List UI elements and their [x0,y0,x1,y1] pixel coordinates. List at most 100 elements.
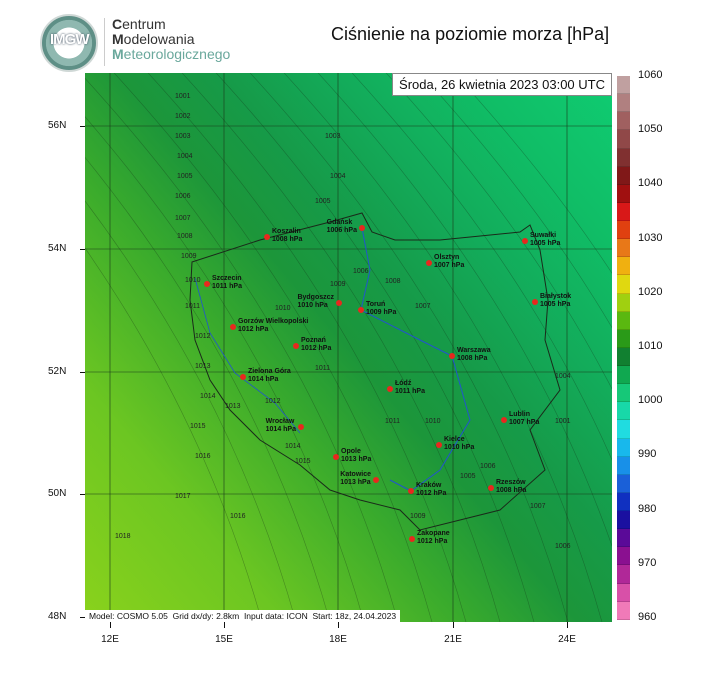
organization-name: Centrum Modelowania Meteorologicznego [112,17,230,62]
city-dot [426,260,432,266]
city-pressure: 1011 hPa [212,283,242,290]
city-label: Białystok 1005 hPa [540,293,571,309]
isobar-label: 1005 [315,198,331,205]
city-dot [501,417,507,423]
city-dot [240,374,246,380]
isobar-label: 1005 [460,473,476,480]
city-pressure: 1005 hPa [540,301,571,308]
city-dot [373,477,379,483]
colorbar-segment [617,420,630,439]
city-label: Lublin 1007 hPa [509,411,539,427]
city-pressure: 1006 hPa [326,227,357,234]
city-label: Zakopane 1012 hPa [417,530,450,546]
colorbar-label: 1020 [638,285,663,298]
isobar-label: 1009 [410,513,426,520]
colorbar-label: 1010 [638,340,663,352]
city-name: Kraków [416,482,442,489]
city-label: Koszalin 1008 hPa [272,228,302,244]
city-pressure: 1008 hPa [496,487,527,494]
city-label: Rzeszów 1008 hPa [496,479,526,495]
isobar-label: 1004 [330,173,346,180]
city-name: Warszawa [457,347,491,354]
longitude-tick-label: 24E [558,634,576,645]
map-title: Ciśnienie na poziomie morza [hPa] [331,24,610,44]
isobar-label: 1008 [385,278,401,285]
colorbar-segment [617,166,630,185]
colorbar-segment [617,547,630,566]
isobar-line [113,73,433,622]
isobar-line [85,116,365,622]
city-pressure: 1013 hPa [340,479,371,486]
isobar-label: 1014 [285,443,301,450]
city-dot [532,299,538,305]
isobar-label: 1004 [177,153,193,160]
colorbar-segment [617,347,630,366]
latitude-tick-label: 54N [48,243,67,254]
city-name: Zielona Góra [248,368,291,375]
isobar-line [85,200,297,622]
colorbar-label: 1030 [638,231,663,244]
city-dot [359,225,365,231]
colorbar-label: 960 [638,611,657,623]
colorbar-segment [617,456,630,475]
city-pressure: 1014 hPa [265,426,296,433]
city-pressure: 1010 hPa [297,302,328,309]
latitude-tick-label: 56N [48,120,67,131]
longitude-tick-label: 21E [444,634,462,645]
latitude-tick-label: 50N [48,488,67,499]
city-pressure: 1005 hPa [530,240,561,247]
isobar-label: 1006 [353,268,369,275]
city-pressure: 1012 hPa [417,538,448,545]
city-dot [336,300,342,306]
longitude-tick-label: 18E [329,634,347,645]
city-name: Olsztyn [434,254,460,261]
isobar-label: 1010 [275,305,291,312]
org-initial: M [112,31,124,47]
colorbar-segment [617,94,630,113]
city-pressure: 1012 hPa [301,345,332,352]
org-word: odelowania [123,31,195,47]
tick-mark [567,622,568,628]
city-label: Toruń 1009 hPa [366,301,396,317]
city-pressure: 1009 hPa [366,309,397,316]
tick-mark [80,372,85,373]
colorbar-segment [617,130,630,149]
tick-mark [80,617,85,618]
latitude-tick-label: 48N [48,611,67,622]
colorbar-segment [617,112,630,131]
city-dot [298,424,304,430]
isobar-label: 1010 [185,277,201,284]
isobar-label: 1005 [177,173,193,180]
tick-mark [80,249,85,250]
city-label: Poznań 1012 hPa [301,337,331,353]
city-name: Bydgoszcz [297,294,334,301]
city-dot [230,324,236,330]
city-pressure: 1007 hPa [509,419,540,426]
city-dot [522,238,528,244]
colorbar-segment [617,275,630,294]
city-dot [408,488,414,494]
colorbar-segment [617,384,630,403]
tick-mark [80,494,85,495]
isobar-label: 1006 [480,463,496,470]
city-label: Suwałki 1005 hPa [530,232,560,248]
isobar-label: 1006 [175,193,191,200]
isobar-label: 1011 [315,365,331,372]
isobar-label: 1009 [181,253,197,260]
isobar-line [283,73,603,622]
city-name: Łódź [395,380,412,387]
city-dot [436,442,442,448]
model-info-label: Model: COSMO 5.05 Grid dx/dy: 2.8km Inpu… [85,610,401,622]
isobar-line [215,73,535,622]
colorbar-segment [617,511,630,530]
org-word: eteorologicznego [123,46,231,62]
isobar-label: 1007 [175,215,191,222]
city-label: Gorzów Wielkopolski 1012 hPa [238,318,308,334]
city-name: Katowice [340,471,371,478]
city-label: Opole 1013 hPa [341,448,371,464]
colorbar-segment [617,239,630,258]
colorbar-label: 1040 [638,177,663,190]
city-name: Kielce [444,436,465,443]
city-name: Gorzów Wielkopolski [238,318,309,325]
colorbar-segment [617,293,630,312]
